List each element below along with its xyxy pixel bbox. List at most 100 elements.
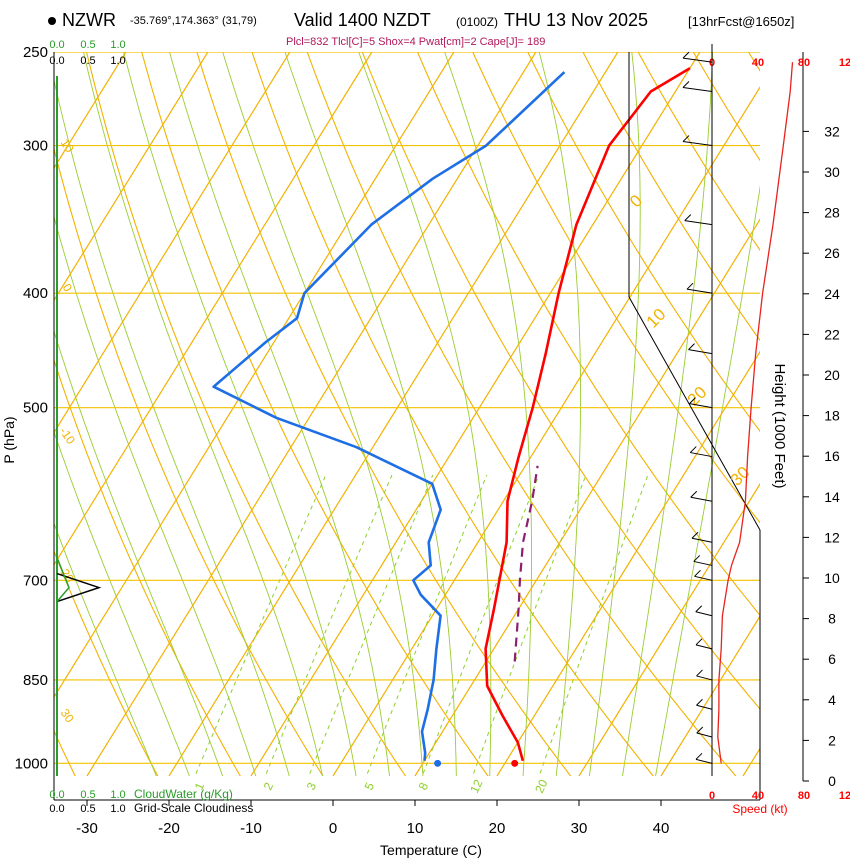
station-id: NZWR [62,10,116,30]
height-tick-label: 2 [828,732,836,748]
cloudwater-scale-bottom: 0.5 [80,789,95,801]
moist-adiabat [54,330,224,776]
pressure-tick-label: 850 [23,672,48,689]
height-tick-label: 10 [824,570,840,586]
mixing-ratio-line [194,474,327,776]
wind-barb-flag [696,669,703,677]
dry-adiabat [527,52,760,433]
moist-adiabat [222,52,424,776]
wind-scale-top: 80 [798,57,810,69]
pressure-tick-label: 1000 [15,755,48,772]
pressure-tick-label: 700 [23,572,48,589]
moist-adiabat [169,52,390,776]
isotherm [578,482,760,776]
cloudiness-spike [56,572,102,603]
wind-barb [689,403,713,409]
mixing-ratio-label: 8 [416,780,432,792]
wind-barb [694,575,713,581]
temp-tick-label: 0 [329,820,337,837]
isotherm [54,52,209,302]
wind-barb-flag [682,51,690,59]
mixing-ratio-line [538,474,649,776]
moist-adiabat [588,52,641,776]
height-tick-label: 18 [824,408,840,424]
isotherm [54,52,127,170]
surface-temperature-marker [511,759,519,767]
isotherm [54,52,373,566]
sounding-lines [212,67,691,767]
wind-barb [693,560,713,566]
dry-adiabat [306,52,737,776]
thermo-grid [54,52,760,776]
forecast-run: [13hrFcst@1650z] [688,14,795,29]
cloudwater-scale-top: 0.5 [80,39,95,51]
wind-barb-flag [688,343,695,350]
dry-adiabat [416,52,760,617]
dry-adiabat [54,549,159,776]
pressure-axis-title: P (hPa) [1,416,17,463]
pressure-tick-label: 300 [23,138,48,155]
height-axis-title: Height (1000 Feet) [771,363,788,488]
height-tick-label: 16 [824,448,840,464]
isotherm [86,52,537,776]
wind-barb-flag [682,81,690,88]
wind-barb-flag [693,555,701,562]
height-tick-label: 32 [824,123,840,139]
wind-barb [695,758,713,764]
isotherm [54,52,455,699]
moist-adiabat [123,52,357,776]
height-tick-label: 0 [828,773,836,789]
wind-barb [682,57,713,63]
isotherm-label: 30 [727,463,754,490]
wind-scale-bottom: 40 [752,790,764,802]
wind-barb-flag [689,446,697,453]
wind-barb [690,452,713,458]
height-tick-label: 26 [824,245,840,261]
height-tick-label: 28 [824,205,840,221]
isotherm-label: 10 [643,305,670,332]
isotherm [414,218,760,776]
dry-adiabat [472,52,760,524]
wind-barb-flag [686,282,694,290]
wind-barb-flag [695,638,703,646]
mixing-ratio-label: 3 [304,780,320,792]
cloudiness-scale-top: 1.0 [110,55,125,67]
temp-tick-label: 20 [489,820,506,837]
temp-tick-label: -30 [76,820,98,837]
dry-adiabat-label: 10 [58,136,77,155]
wind-barb-flag [696,726,704,734]
surface-dewpoint-marker [434,759,442,767]
wind-scale-bottom: 12 [839,790,850,802]
wind-barb-flag [689,397,696,405]
moist-adiabat [538,52,582,776]
dry-adiabat [251,52,654,776]
panel-divider-slope [628,296,761,531]
isotherm [496,350,760,776]
moist-adiabat [358,52,492,776]
temp-tick-label: 40 [653,820,670,837]
cloudwater-scale-top: 0.0 [49,39,64,51]
moist-adiabat [622,52,714,776]
isotherm [250,52,701,776]
moist-adiabat [54,522,157,776]
dry-adiabat [54,358,241,776]
moist-adiabat [54,430,190,776]
wind-barb [696,675,713,681]
mixing-ratio-line [472,474,587,776]
dry-adiabat [361,52,760,710]
wind-scale-top: 40 [752,57,764,69]
height-tick-label: 8 [828,611,836,627]
dry-adiabat [85,52,407,776]
mixing-ratio-line [308,474,434,776]
cloudiness-scale-bottom: 0.5 [80,803,95,815]
temp-axis-title: Temperature (C) [380,842,482,858]
isotherm [168,52,619,776]
height-tick-label: 30 [824,164,840,180]
wind-barb-flag [694,569,701,577]
cloudwater-scale-bottom: 1.0 [110,789,125,801]
wind-barb [682,86,713,92]
height-tick-label: 12 [824,529,840,545]
cloudwater-scale-top: 1.0 [110,39,125,51]
cloudiness-scale-top: 0.0 [49,55,64,67]
height-tick-label: 22 [824,326,840,342]
